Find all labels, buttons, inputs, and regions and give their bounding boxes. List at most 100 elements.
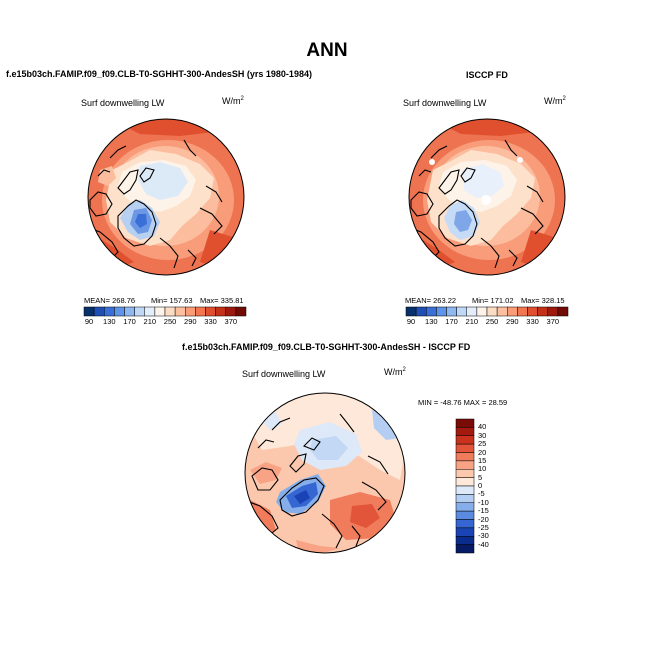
panel-3-border [244, 392, 406, 554]
colorbar-swatch [486, 306, 498, 317]
panel-1-mean: MEAN= 268.76 [84, 296, 136, 305]
colorbar-swatch [517, 306, 528, 317]
colorbar-swatch [456, 306, 467, 317]
colorbar-tick-label: 290 [184, 317, 197, 326]
colorbar-swatch [455, 477, 475, 487]
colorbar-swatch [455, 536, 475, 545]
colorbar-swatch [93, 306, 105, 317]
colorbar-swatch [455, 443, 475, 453]
panel-2-variable-label: Surf downwelling LW [403, 98, 487, 108]
colorbar-swatch [185, 306, 196, 317]
colorbar-swatch [455, 418, 475, 428]
panel-1-colorbar [83, 306, 247, 317]
colorbar-swatch [455, 460, 475, 470]
colorbar-swatch [405, 306, 417, 317]
colorbar-swatch [507, 306, 518, 317]
colorbar-tick-label: 20 [478, 447, 487, 457]
colorbar-tick-label: 210 [143, 317, 157, 326]
panel-3-colorbar [455, 418, 475, 554]
colorbar-tick-label: 40 [478, 422, 487, 432]
colorbar-tick-label: -10 [478, 497, 489, 507]
colorbar-swatch [436, 306, 447, 317]
colorbar-tick-label: 90 [406, 317, 416, 326]
colorbar-swatch [195, 306, 206, 317]
colorbar-swatch [547, 306, 559, 317]
colorbar-tick-label: 0 [478, 481, 483, 490]
panel-2-min: Min= 171.02 [472, 296, 514, 305]
panel-3-units-label: W/m2 [384, 367, 406, 377]
colorbar-tick-label: 370 [224, 317, 238, 326]
panel-1-max: Max= 335.81 [200, 296, 244, 305]
colorbar-tick-label: 210 [465, 317, 479, 326]
colorbar-swatch [124, 306, 135, 317]
colorbar-tick-label: 330 [204, 317, 217, 326]
panel-1-units-label: W/m2 [222, 96, 244, 106]
colorbar-tick-label: 330 [526, 317, 539, 326]
colorbar-swatch [455, 510, 475, 520]
panel-2-max: Max= 328.15 [521, 296, 565, 305]
colorbar-swatch [537, 306, 548, 317]
colorbar-tick-label: 130 [425, 317, 438, 326]
colorbar-swatch [446, 306, 457, 317]
colorbar-tick-label: -5 [478, 489, 485, 499]
colorbar-swatch [164, 306, 176, 317]
panel-3-title: f.e15b03ch.FAMIP.f09_f09.CLB-T0-SGHHT-30… [182, 342, 471, 352]
colorbar-swatch [455, 519, 475, 529]
colorbar-swatch [455, 544, 475, 554]
colorbar-tick-label: 5 [478, 472, 483, 482]
colorbar-swatch [466, 306, 478, 317]
colorbar-swatch [83, 306, 95, 317]
colorbar-tick-label: -25 [478, 522, 489, 532]
colorbar-swatch [415, 306, 427, 317]
colorbar-tick-label: 290 [506, 317, 519, 326]
colorbar-tick-label: -40 [478, 539, 489, 549]
colorbar-swatch [225, 306, 237, 317]
colorbar-swatch [557, 306, 569, 317]
colorbar-swatch [455, 527, 475, 537]
panel-1-map [88, 119, 244, 275]
colorbar-tick-label: 250 [163, 317, 177, 326]
colorbar-tick-label: -20 [478, 514, 489, 524]
colorbar-swatch [527, 306, 538, 317]
colorbar-swatch [144, 306, 156, 317]
colorbar-tick-label: -30 [478, 531, 489, 541]
panel-2-map [409, 119, 565, 275]
colorbar-swatch [215, 306, 226, 317]
panel-3-minmax: MIN = -48.76 MAX = 28.59 [418, 398, 508, 407]
colorbar-swatch [205, 306, 216, 317]
page-title: ANN [306, 40, 348, 61]
panel-2-coastlines [409, 139, 544, 269]
panel-1-variable-label: Surf downwelling LW [81, 98, 165, 108]
panel-1-min: Min= 157.63 [151, 296, 193, 305]
colorbar-tick-label: 170 [445, 317, 458, 326]
colorbar-swatch [426, 306, 437, 317]
colorbar-swatch [455, 435, 475, 445]
colorbar-swatch [134, 306, 145, 317]
colorbar-tick-label: 30 [478, 430, 487, 440]
colorbar-tick-label: 130 [103, 317, 116, 326]
panel-3-coastlines [245, 413, 389, 549]
panel-1-title: f.e15b03ch.FAMIP.f09_f09.CLB-T0-SGHHT-30… [6, 69, 312, 79]
colorbar-swatch [476, 306, 488, 317]
colorbar-tick-label: 25 [478, 439, 487, 449]
colorbar-swatch [235, 306, 247, 317]
colorbar-tick-label: 15 [478, 455, 487, 465]
colorbar-tick-label: 10 [478, 464, 487, 474]
panel-1-border [87, 118, 245, 276]
panel-2-border [408, 118, 566, 276]
colorbar-swatch [455, 494, 475, 503]
panel-3-variable-label: Surf downwelling LW [242, 369, 326, 379]
colorbar-tick-label: 370 [546, 317, 560, 326]
colorbar-swatch [455, 502, 475, 512]
colorbar-tick-label: 250 [485, 317, 499, 326]
panel-2-colorbar [405, 306, 569, 317]
colorbar-swatch [174, 306, 186, 317]
panel-2-mean: MEAN= 263.22 [405, 296, 457, 305]
colorbar-swatch [455, 469, 475, 478]
colorbar-tick-label: -15 [478, 506, 489, 516]
colorbar-swatch [496, 306, 508, 317]
colorbar-tick-label: 90 [84, 317, 94, 326]
colorbar-swatch [154, 306, 166, 317]
colorbar-swatch [114, 306, 125, 317]
